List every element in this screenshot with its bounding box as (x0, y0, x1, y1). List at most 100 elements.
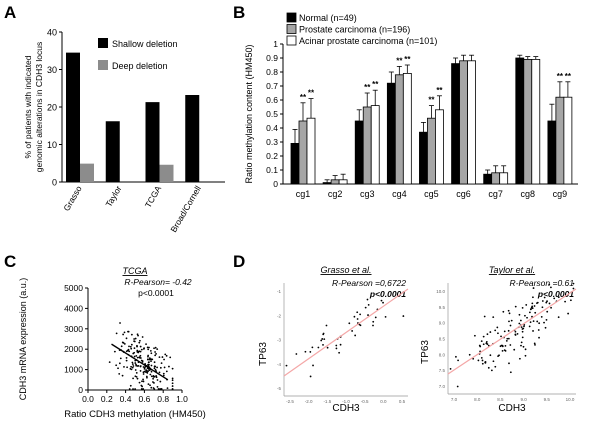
d2-data-point (532, 320, 535, 323)
b-bar (394, 74, 404, 185)
d1-data-point (285, 364, 288, 367)
d2-data-point (553, 297, 556, 300)
panel-letter-b: B (233, 3, 245, 22)
d1-data-point (359, 313, 362, 316)
d2-data-point (520, 341, 523, 344)
d2-data-point (518, 322, 521, 325)
c-data-point (149, 349, 152, 352)
d2-data-point (480, 356, 483, 359)
d2-data-point (526, 316, 528, 319)
d2-data-point (497, 355, 499, 357)
b-y-tick-label: 0.8 (266, 67, 278, 77)
c-data-point (152, 377, 154, 380)
d2-data-point (532, 287, 535, 289)
d2-data-point (524, 314, 526, 317)
d2-data-point (500, 335, 502, 338)
b-bar (290, 142, 300, 185)
d2-data-point (534, 311, 537, 314)
d2-data-point (521, 330, 524, 333)
d2-data-point (533, 342, 536, 345)
d2-data-point (522, 345, 525, 348)
d2-x-tick-label: 8.5 (497, 397, 504, 402)
c-data-point (146, 346, 149, 349)
d2-data-point (477, 359, 480, 362)
b-x-tick-label: cg5 (424, 189, 439, 199)
c-data-point (147, 358, 149, 361)
b-bar (322, 182, 332, 185)
c-data-point (141, 336, 144, 338)
d1-data-point (338, 351, 341, 354)
d1-data-point (322, 333, 325, 336)
c-data-point (142, 380, 145, 383)
d1-data-point (382, 301, 384, 304)
d2-data-point (455, 355, 457, 358)
b-x-tick-label: cg6 (456, 189, 471, 199)
c-data-point (152, 387, 155, 389)
c-data-point (150, 370, 153, 373)
a-y-tick-label: 40 (47, 28, 57, 38)
d2-data-point (497, 332, 499, 335)
panel-letter-a: A (4, 3, 16, 22)
d2-data-point (543, 321, 545, 324)
d2-data-point (546, 300, 548, 303)
c-data-point (153, 347, 155, 350)
d1-data-point (354, 334, 357, 337)
c-data-point (128, 350, 131, 353)
d2-y-axis-label: TP63 (420, 340, 431, 364)
c-data-point (120, 345, 123, 348)
c-data-point (132, 352, 135, 355)
c-y-tick-label: 1000 (64, 365, 83, 375)
c-data-point (149, 384, 151, 387)
d2-data-point (513, 348, 516, 351)
d2-data-point (490, 369, 493, 372)
d2-r-annotation: R-Pearson =0.61 (510, 278, 575, 288)
c-data-point (131, 366, 134, 369)
c-data-point (129, 345, 132, 348)
d2-data-point (508, 362, 510, 365)
d2-data-point (468, 353, 471, 356)
c-data-point (135, 354, 138, 357)
c-data-point (134, 362, 137, 364)
d2-data-point (496, 326, 499, 329)
d2-data-point (514, 330, 517, 333)
c-data-point (162, 372, 165, 375)
a-y-tick-label: 10 (47, 140, 57, 150)
b-bar (483, 173, 493, 185)
d2-data-point (524, 348, 527, 351)
d2-data-point (524, 354, 527, 357)
c-data-point (136, 344, 138, 347)
b-x-tick-label: cg9 (553, 189, 568, 199)
c-data-point (141, 380, 143, 383)
c-data-point (136, 377, 139, 380)
d1-data-point (309, 351, 312, 353)
d2-data-point (531, 307, 534, 310)
c-data-point (171, 385, 174, 387)
c-data-point (127, 330, 129, 333)
c-data-point (163, 366, 166, 369)
c-data-point (146, 371, 148, 374)
c-data-point (158, 371, 161, 374)
a-y-axis-label-line: genomic alterations in CDH3 locus (34, 42, 44, 172)
d1-title: Grasso et al. (320, 265, 371, 275)
d2-data-point (557, 316, 560, 319)
c-data-point (150, 364, 153, 367)
c-data-point (171, 388, 174, 390)
d1-fit-line (283, 288, 409, 377)
c-data-point (147, 348, 150, 351)
d2-data-point (507, 309, 510, 312)
c-data-point (171, 379, 174, 382)
d2-data-point (501, 349, 504, 352)
c-data-point (134, 388, 136, 390)
d1-data-point (356, 311, 359, 314)
c-data-point (140, 359, 143, 362)
c-data-point (138, 341, 141, 344)
c-data-point (154, 368, 157, 371)
d2-data-point (514, 334, 517, 336)
d1-data-point (325, 324, 328, 327)
b-bar (330, 179, 340, 185)
c-data-point (150, 375, 153, 378)
d2-data-point (499, 345, 502, 348)
c-data-point (142, 378, 144, 381)
d2-data-point (509, 324, 512, 327)
